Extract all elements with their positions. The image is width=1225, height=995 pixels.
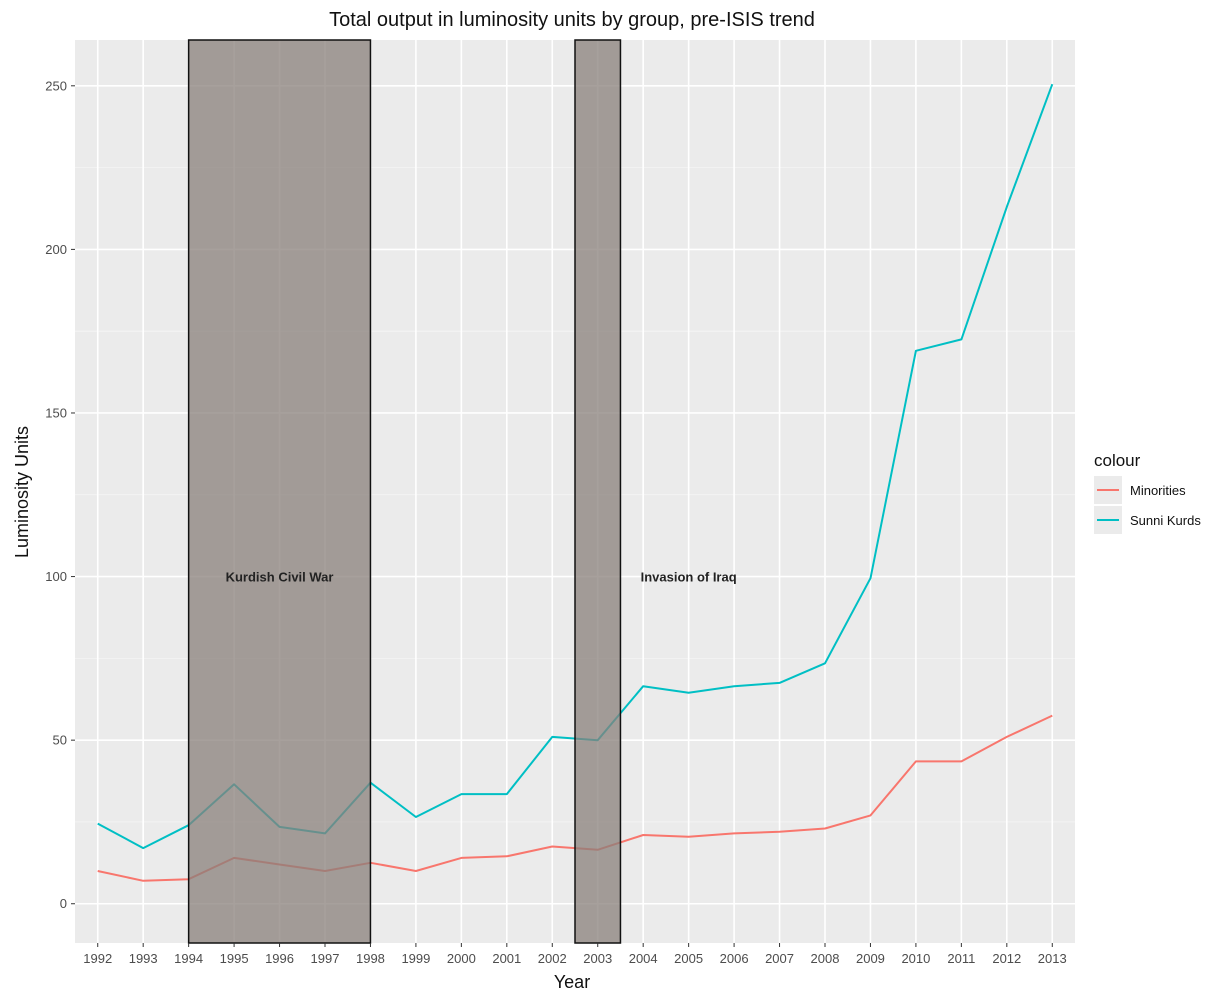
x-tick-label: 2002 [538,951,567,966]
x-tick-label: 2005 [674,951,703,966]
x-axis-ticks: 1992 1993 1994 1995 1996 1997 1998 1999 2000 2001… [83,943,1067,966]
x-tick-label: 1995 [220,951,249,966]
legend-label: Minorities [1130,483,1186,498]
x-tick-label: 2009 [856,951,885,966]
x-tick-label: 2013 [1038,951,1067,966]
annotation-label: Kurdish Civil War [226,570,334,585]
x-tick-label: 1992 [83,951,112,966]
x-tick-label: 2010 [901,951,930,966]
x-tick-label: 2012 [992,951,1021,966]
x-tick-label: 1998 [356,951,385,966]
shaded-period [187,39,372,944]
x-tick-label: 2003 [583,951,612,966]
shaded-period [574,39,622,944]
y-tick-label: 0 [60,896,67,911]
annotation-label: Invasion of Iraq [641,570,737,585]
shaded-periods [187,39,622,944]
y-tick-label: 50 [53,733,67,748]
chart-title: Total output in luminosity units by grou… [329,9,815,31]
y-axis-title: Luminosity Units [12,426,32,558]
x-tick-label: 1993 [129,951,158,966]
y-tick-label: 100 [45,569,67,584]
x-tick-label: 2001 [492,951,521,966]
legend-label: Sunni Kurds [1130,513,1201,528]
x-tick-label: 2006 [720,951,749,966]
x-tick-label: 1999 [401,951,430,966]
x-tick-label: 2004 [629,951,658,966]
x-tick-label: 1997 [311,951,340,966]
y-axis-ticks: 0 50 100 150 200 250 [45,78,75,911]
legend-title: colour [1094,451,1141,470]
y-tick-label: 200 [45,242,67,257]
legend: colour Minorities Sunni Kurds [1094,451,1201,534]
x-tick-label: 2000 [447,951,476,966]
y-tick-label: 150 [45,405,67,420]
y-tick-label: 250 [45,78,67,93]
x-tick-label: 2008 [811,951,840,966]
x-axis-title: Year [554,972,590,992]
x-tick-label: 1996 [265,951,294,966]
x-tick-label: 1994 [174,951,203,966]
x-tick-label: 2011 [947,951,975,966]
annotations: Kurdish Civil War Invasion of Iraq [226,570,737,585]
x-tick-label: 2007 [765,951,794,966]
